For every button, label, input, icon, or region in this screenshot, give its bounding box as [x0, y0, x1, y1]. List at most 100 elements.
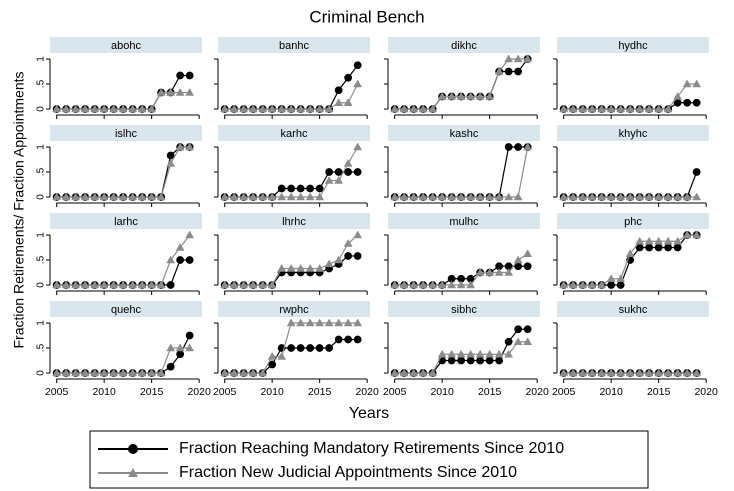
data-point	[296, 184, 305, 193]
data-point	[147, 104, 157, 113]
data-point	[277, 351, 287, 360]
x-tick-label: 2020	[355, 386, 379, 398]
data-point	[673, 236, 683, 245]
data-point	[504, 143, 513, 151]
data-point	[390, 192, 400, 201]
data-point	[466, 192, 476, 201]
data-point	[559, 368, 569, 377]
panel: larhc 0 .5 1	[36, 213, 202, 295]
data-point	[456, 192, 466, 201]
data-point	[475, 91, 485, 100]
data-point	[635, 368, 645, 377]
x-tick-label: 2015	[647, 386, 671, 398]
x-tick-label: 2015	[308, 386, 332, 398]
data-point	[682, 368, 692, 377]
panel-title: rwphc	[279, 304, 309, 316]
x-tick-label: 2020	[187, 386, 211, 398]
x-tick-label: 2010	[92, 386, 116, 398]
panel: quehc 0 .5 1 2005 2010 2015 2020	[36, 301, 211, 398]
data-point	[286, 263, 296, 272]
data-point	[523, 142, 533, 151]
data-point	[428, 280, 438, 289]
data-point	[109, 192, 119, 201]
data-point	[606, 368, 616, 377]
data-point	[315, 344, 324, 352]
data-point	[286, 318, 296, 327]
data-point	[166, 158, 176, 167]
data-point	[185, 343, 195, 352]
data-point	[597, 280, 607, 289]
data-point	[457, 356, 466, 365]
data-point	[663, 192, 673, 201]
data-point	[315, 263, 325, 272]
y-axis-label: Fraction Retirements/ Fraction Appointme…	[11, 71, 27, 348]
y-tick-label: 1	[36, 232, 47, 238]
x-axis-label: Years	[349, 405, 389, 422]
data-point	[692, 192, 702, 201]
data-point	[644, 104, 654, 113]
data-point	[128, 192, 138, 201]
data-point	[239, 368, 249, 377]
data-point	[80, 280, 90, 289]
data-point	[315, 192, 325, 201]
data-point	[156, 87, 166, 96]
data-point	[287, 344, 296, 352]
data-point	[296, 192, 306, 201]
data-point	[90, 192, 100, 201]
data-point	[476, 356, 485, 365]
data-point	[683, 98, 692, 107]
data-point	[559, 104, 569, 113]
panel-strip	[557, 301, 709, 317]
data-point	[52, 368, 62, 377]
data-point	[635, 192, 645, 201]
panel: islhc 0 .5 1	[36, 125, 202, 207]
data-point	[513, 192, 523, 201]
y-tick-label: 1	[36, 320, 47, 326]
data-point	[597, 104, 607, 113]
data-point	[494, 66, 504, 75]
data-point	[390, 104, 400, 113]
data-point	[258, 104, 268, 113]
data-point	[334, 335, 343, 344]
data-point	[447, 356, 456, 365]
data-point	[578, 280, 588, 289]
data-point	[147, 280, 157, 289]
data-point	[239, 280, 249, 289]
panel-strip	[388, 37, 540, 53]
data-point	[616, 274, 626, 282]
data-point	[673, 243, 682, 252]
data-point	[494, 349, 504, 358]
data-point	[475, 192, 485, 201]
data-point	[315, 184, 324, 193]
data-point	[504, 337, 513, 346]
data-point	[334, 168, 343, 176]
data-point	[568, 192, 578, 201]
data-point	[268, 360, 277, 369]
data-point	[267, 280, 277, 289]
panel: sibhc 2005 2010 2015 2020	[383, 301, 549, 398]
data-point	[109, 280, 119, 289]
data-point	[71, 192, 81, 201]
data-point	[399, 192, 409, 201]
data-point	[128, 280, 138, 289]
data-point	[587, 368, 597, 377]
panel: abohc 0 .5 1	[36, 37, 202, 119]
data-point	[682, 230, 692, 239]
data-point	[504, 192, 514, 201]
data-point	[399, 368, 409, 377]
data-point	[147, 192, 157, 201]
y-tick-label: .5	[36, 79, 47, 88]
data-point	[334, 255, 344, 264]
data-point	[118, 104, 128, 113]
data-point	[296, 263, 306, 272]
data-point	[80, 368, 90, 377]
panel-title: quehc	[111, 304, 141, 316]
data-point	[344, 168, 353, 176]
data-point	[578, 368, 588, 377]
panel-title: khyhc	[619, 128, 648, 140]
data-point	[437, 192, 447, 201]
data-point	[176, 256, 185, 264]
data-point	[156, 192, 166, 201]
data-point	[175, 142, 185, 151]
data-point	[663, 368, 673, 377]
